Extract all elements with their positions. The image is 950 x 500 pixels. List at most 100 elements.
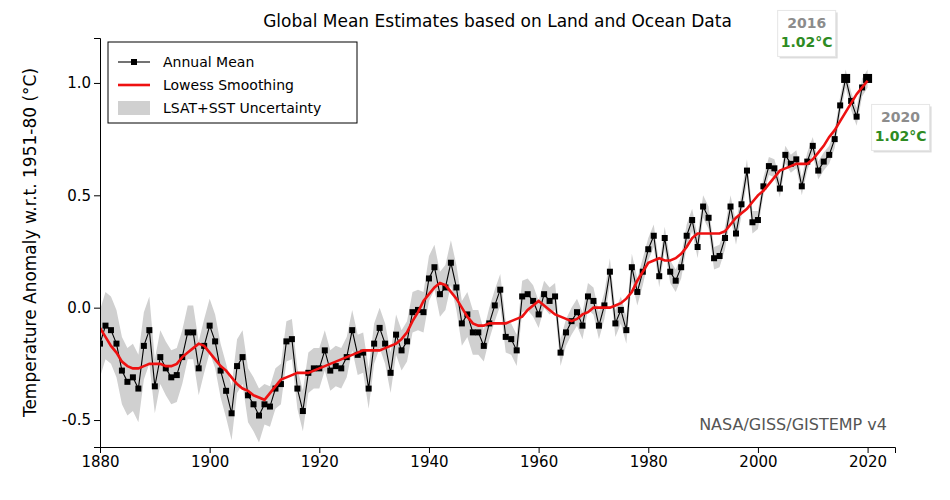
marker <box>810 143 816 149</box>
marker <box>629 264 635 270</box>
title: Global Mean Estimates based on Land and … <box>263 11 732 31</box>
marker <box>579 323 585 329</box>
marker <box>333 363 339 369</box>
marker <box>283 338 289 344</box>
marker <box>793 156 799 162</box>
marker <box>733 231 739 237</box>
marker <box>300 408 306 414</box>
tick: 0.5 <box>67 187 100 205</box>
marker <box>459 320 465 326</box>
tick: 1960 <box>520 447 558 471</box>
marker <box>420 309 426 315</box>
marker <box>558 350 564 356</box>
marker <box>656 273 662 279</box>
marker <box>119 368 125 374</box>
marker <box>261 401 267 407</box>
annotation: 20201.02°C <box>872 104 932 152</box>
marker <box>552 293 558 299</box>
marker <box>832 136 838 142</box>
tick-label: 1980 <box>630 453 668 471</box>
tick-label: -0.5 <box>62 411 91 429</box>
tick: 1900 <box>191 447 229 471</box>
marker <box>711 255 717 261</box>
legend-label: Annual Mean <box>163 54 254 70</box>
marker <box>821 159 827 165</box>
marker <box>399 347 405 353</box>
marker <box>251 401 257 407</box>
tick-label: 2020 <box>849 453 887 471</box>
axis-line <box>94 39 101 448</box>
marker <box>497 287 503 293</box>
tick: 1940 <box>410 447 448 471</box>
tick-label: 1920 <box>301 453 339 471</box>
marker <box>256 413 262 419</box>
marker <box>777 186 783 192</box>
marker <box>826 152 832 158</box>
marker <box>130 374 136 380</box>
marker <box>667 269 673 275</box>
marker <box>607 269 613 275</box>
tick-label: 1940 <box>410 453 448 471</box>
legend-box <box>108 42 357 123</box>
source: NASA/GISS/GISTEMP v4 <box>699 415 887 434</box>
marker <box>448 260 454 266</box>
tick: 0.0 <box>67 299 100 317</box>
marker <box>108 327 114 333</box>
marker <box>174 372 180 378</box>
marker <box>585 293 591 299</box>
marker <box>234 363 240 369</box>
tick-mark <box>94 420 100 421</box>
marker <box>563 329 569 335</box>
marker <box>854 114 860 120</box>
marker <box>481 343 487 349</box>
marker <box>612 320 618 326</box>
marker <box>135 386 141 392</box>
marker <box>124 379 130 385</box>
legend-label: Lowess Smoothing <box>163 77 294 93</box>
marker <box>645 246 651 252</box>
marker <box>689 217 695 223</box>
marker <box>168 374 174 380</box>
marker <box>185 329 191 335</box>
x-axis: 1880 1900 1920 1940 1960 1980 2000 2020 <box>81 447 895 471</box>
tick: 1880 <box>81 447 119 471</box>
marker <box>782 152 788 158</box>
marker <box>574 309 580 315</box>
series-line <box>100 78 868 415</box>
marker <box>771 165 777 171</box>
marker <box>525 291 531 297</box>
marker <box>371 341 377 347</box>
marker <box>431 264 437 270</box>
marker <box>673 278 679 284</box>
marker <box>223 388 229 394</box>
marker <box>755 217 761 223</box>
marker <box>536 311 542 317</box>
marker <box>229 410 235 416</box>
marker <box>492 302 498 308</box>
marker <box>207 323 213 329</box>
tick: 2000 <box>739 447 777 471</box>
legend: Annual MeanLowess SmoothingLSAT+SST Unce… <box>108 42 357 123</box>
marker <box>338 365 344 371</box>
marker <box>322 347 328 353</box>
tick-label: 1960 <box>520 453 558 471</box>
marker <box>404 338 410 344</box>
marker <box>503 334 509 340</box>
y-axis-title: Temperature Anomaly w.r.t. 1951-80 (°C) <box>20 68 40 418</box>
marker <box>722 235 728 241</box>
tick-mark <box>94 308 100 309</box>
legend-swatch <box>118 101 150 115</box>
marker <box>453 284 459 290</box>
marker <box>841 74 850 83</box>
marker <box>618 307 624 313</box>
annotation-box <box>778 10 836 56</box>
tick: 1920 <box>301 447 339 471</box>
marker <box>475 329 481 335</box>
marker <box>623 327 629 333</box>
marker <box>728 204 734 210</box>
marker <box>717 253 723 259</box>
marker <box>388 370 394 376</box>
marker <box>519 293 525 299</box>
tick-label: 1900 <box>191 453 229 471</box>
tick-label: 0.5 <box>67 187 91 205</box>
